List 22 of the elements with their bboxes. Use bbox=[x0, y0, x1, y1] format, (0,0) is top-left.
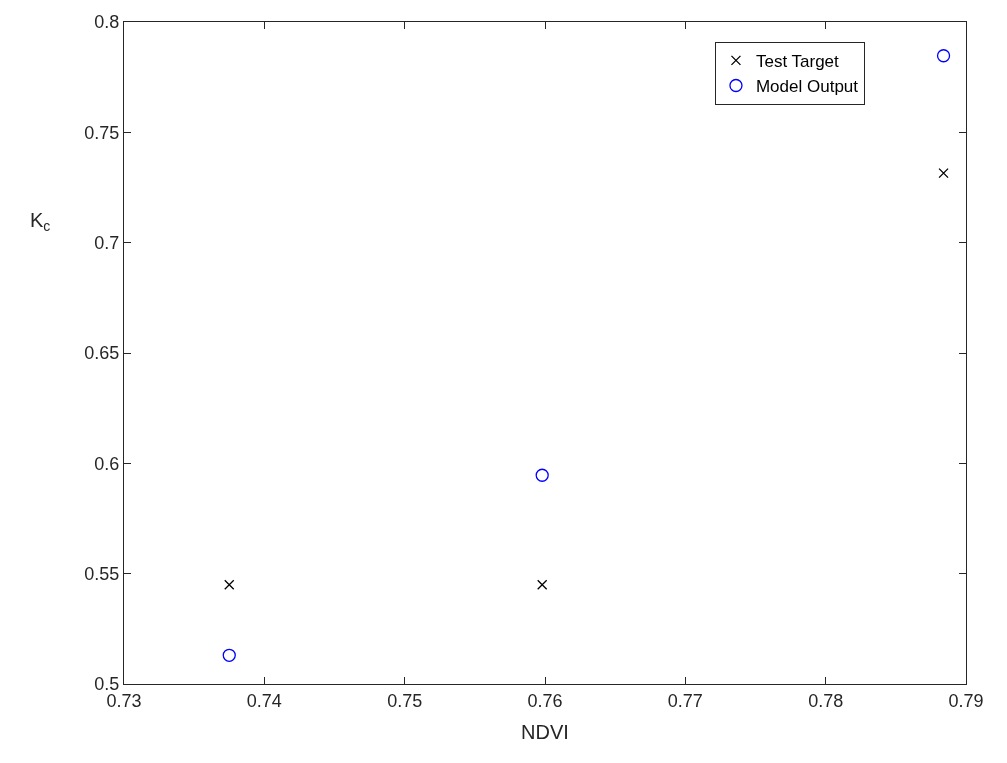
legend-label: Model Output bbox=[755, 77, 859, 97]
point bbox=[222, 648, 236, 662]
y-tick-label: 0.6 bbox=[94, 453, 120, 474]
y-tick-label: 0.55 bbox=[84, 563, 120, 584]
x-tick-label: 0.77 bbox=[667, 690, 703, 711]
x-tick-label: 0.75 bbox=[387, 690, 423, 711]
x-tick-label: 0.78 bbox=[808, 690, 844, 711]
point bbox=[938, 168, 949, 179]
point bbox=[224, 579, 235, 590]
y-tick-label: 0.7 bbox=[94, 232, 120, 253]
y-tick-label: 0.75 bbox=[84, 122, 120, 143]
x-axis-title: NDVI bbox=[521, 721, 569, 744]
x-tick-label: 0.79 bbox=[948, 690, 984, 711]
x-tick-label: 0.76 bbox=[527, 690, 563, 711]
legend-label: Test Target bbox=[755, 52, 840, 72]
point bbox=[537, 579, 548, 590]
x-tick-label: 0.74 bbox=[246, 690, 282, 711]
y-axis-title: K$_{c}$ bbox=[30, 209, 51, 235]
point bbox=[535, 468, 549, 482]
y-tick-label: 0.8 bbox=[94, 12, 120, 33]
y-tick-label: 0.65 bbox=[84, 343, 120, 364]
point bbox=[936, 49, 951, 63]
